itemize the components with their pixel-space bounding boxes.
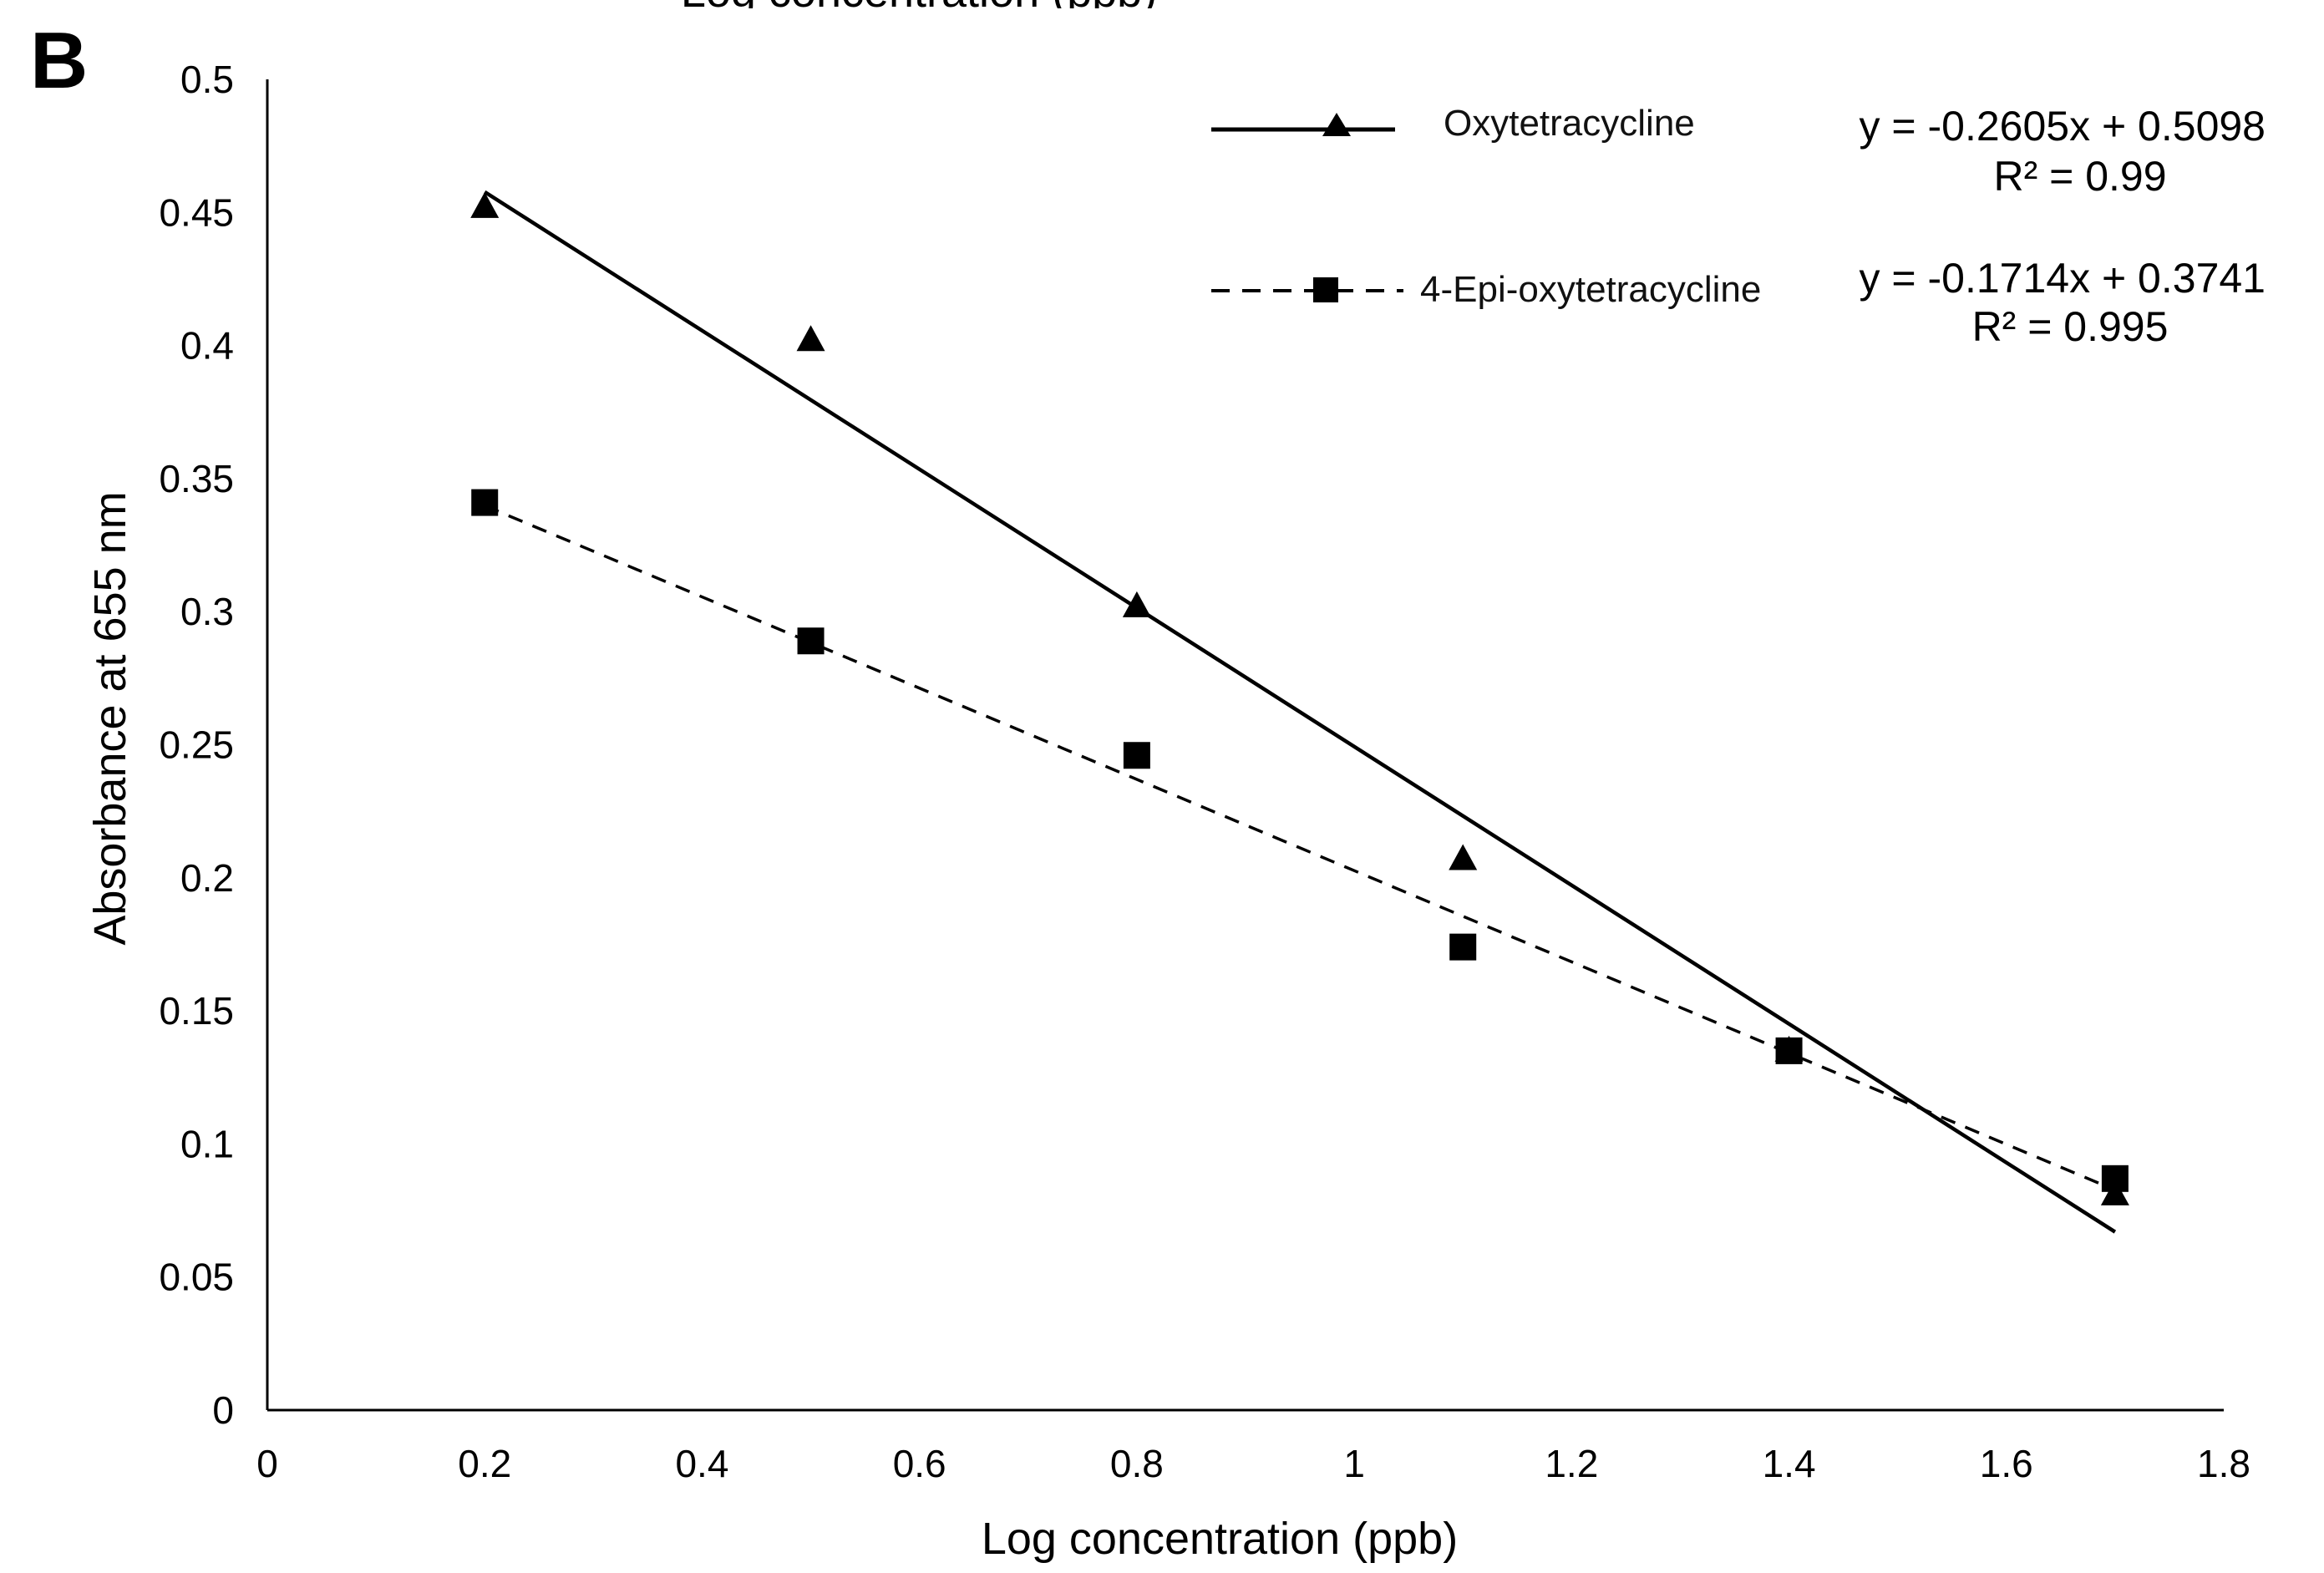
- trendline-equations: y = -0.2605x + 0.5098 R² = 0.99 y = -0.1…: [1860, 103, 2266, 350]
- legend: Oxytetracycline 4-Epi-oxytetracycline: [1211, 103, 1761, 310]
- y-tick-label: 0.2: [180, 856, 234, 900]
- r-squared-4-epi-oxytetracycline: R² = 0.995: [1972, 303, 2169, 350]
- axes: [266, 79, 2224, 1412]
- trendlines: [484, 190, 2117, 1234]
- x-tick-label: 1.2: [1545, 1442, 1598, 1485]
- y-axis-title: Absorbance at 655 nm: [85, 491, 135, 945]
- x-tick-label: 0.6: [893, 1442, 946, 1485]
- y-tick-label: 0.15: [159, 989, 234, 1033]
- marker-4-epi-oxytetracycline: [1123, 742, 1150, 769]
- x-tick-label: 0.2: [458, 1442, 511, 1485]
- marker-oxytetracycline: [2100, 1179, 2129, 1205]
- legend-square-marker: [1313, 277, 1338, 302]
- top-clipped-caption: Log concentration (ppb): [681, 0, 1157, 17]
- x-tick-label: 0.8: [1110, 1442, 1164, 1485]
- marker-4-epi-oxytetracycline: [1775, 1037, 1803, 1064]
- y-tick-label: 0.05: [159, 1256, 234, 1299]
- marker-oxytetracycline: [1449, 844, 1478, 870]
- y-tick-label: 0.45: [159, 190, 234, 234]
- legend-item-4-epi-oxytetracycline: 4-Epi-oxytetracycline: [1211, 269, 1761, 310]
- y-axis-ticks: 0 0.05 0.1 0.15 0.2 0.25 0.3 0.35 0.4 0.45 0.5: [159, 58, 234, 1432]
- legend-label-4-epi-oxytetracycline: 4-Epi-oxytetracycline: [1420, 269, 1761, 310]
- y-tick-label: 0.5: [180, 58, 234, 101]
- marker-oxytetracycline: [1122, 591, 1151, 617]
- x-tick-label: 1.8: [2197, 1442, 2250, 1485]
- data-markers: [470, 191, 2129, 1205]
- x-tick-label: 1: [1343, 1442, 1365, 1485]
- trendline-4-epi-oxytetracycline: [484, 504, 2116, 1192]
- panel-letter: B: [30, 16, 88, 105]
- legend-item-oxytetracycline: Oxytetracycline: [1211, 103, 1695, 144]
- x-tick-label: 0: [256, 1442, 278, 1485]
- x-tick-label: 0.4: [675, 1442, 728, 1485]
- top-clipped-caption-text: Log concentration (ppb): [681, 0, 1157, 17]
- marker-4-epi-oxytetracycline: [471, 489, 499, 516]
- trendline-oxytetracycline: [484, 190, 2117, 1234]
- legend-triangle-marker: [1322, 113, 1351, 136]
- y-tick-label: 0.35: [159, 457, 234, 500]
- marker-4-epi-oxytetracycline: [1449, 933, 1477, 961]
- r-squared-oxytetracycline: R² = 0.99: [1993, 153, 2166, 200]
- marker-oxytetracycline: [796, 325, 825, 352]
- x-axis-ticks: 0 0.2 0.4 0.6 0.8 1 1.2 1.4 1.6 1.8: [256, 1442, 2250, 1485]
- equation-4-epi-oxytetracycline: y = -0.1714x + 0.3741: [1860, 255, 2266, 302]
- marker-4-epi-oxytetracycline: [797, 627, 825, 655]
- y-tick-label: 0.1: [180, 1122, 234, 1165]
- x-tick-label: 1.4: [1763, 1442, 1816, 1485]
- y-tick-label: 0.3: [180, 590, 234, 633]
- y-tick-label: 0: [212, 1388, 234, 1432]
- y-tick-label: 0.4: [180, 324, 234, 368]
- marker-oxytetracycline: [470, 191, 500, 218]
- x-axis-title: Log concentration (ppb): [982, 1514, 1458, 1564]
- legend-label-oxytetracycline: Oxytetracycline: [1444, 103, 1695, 144]
- equation-oxytetracycline: y = -0.2605x + 0.5098: [1860, 103, 2266, 150]
- marker-4-epi-oxytetracycline: [2101, 1165, 2129, 1192]
- y-tick-label: 0.25: [159, 723, 234, 767]
- x-tick-label: 1.6: [1980, 1442, 2033, 1485]
